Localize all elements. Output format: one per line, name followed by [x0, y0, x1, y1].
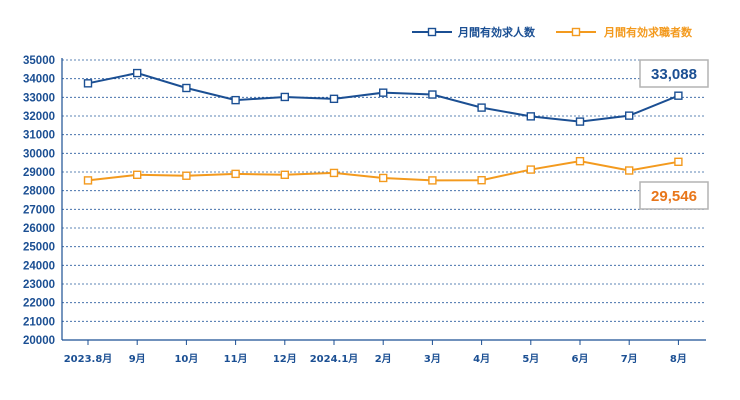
series-1-point — [526, 112, 535, 121]
y-tick-label: 30000 — [23, 148, 55, 160]
series-2-point — [625, 166, 634, 175]
series-2-point — [132, 170, 142, 180]
y-tick-label: 27000 — [23, 204, 55, 216]
callouts: 33,088 29,546 — [639, 59, 709, 210]
y-tick-label: 21000 — [23, 316, 55, 328]
y-tick-label: 22000 — [23, 298, 55, 310]
axes — [61, 58, 706, 345]
legend-marker-2 — [571, 27, 581, 37]
x-tick-labels: 2023.8月 9月 10月 11月 12月 2024.1月 2月 3月 4月 5月 6月 7月 8月 — [64, 353, 687, 365]
y-tick-label: 29000 — [23, 167, 55, 179]
series-1-point — [231, 95, 240, 105]
series-2-point — [575, 156, 585, 166]
grid-lines — [62, 59, 706, 322]
series-lines — [83, 68, 683, 185]
series-1-point — [132, 68, 142, 78]
y-tick-label: 31000 — [23, 130, 55, 142]
series-1-point — [674, 91, 683, 100]
callout-box-1 — [639, 59, 709, 88]
y-tick-label: 35000 — [23, 55, 55, 67]
x-tick-label: 2024.1月 — [310, 353, 359, 365]
series-2-point — [477, 176, 486, 185]
series-1-point — [625, 111, 634, 120]
series-1-point — [329, 94, 339, 104]
y-tick-label: 20000 — [23, 335, 55, 347]
x-tick-label: 7月 — [621, 353, 638, 365]
x-tick-label: 9月 — [129, 353, 146, 365]
series-2-point — [379, 173, 388, 183]
series-1-point — [477, 103, 486, 112]
series-2-point — [83, 176, 93, 185]
x-tick-label: 8月 — [670, 353, 687, 365]
x-tick-label: 4月 — [473, 353, 490, 365]
y-tick-label: 24000 — [23, 260, 55, 272]
y-tick-label: 33000 — [23, 92, 55, 104]
y-tick-labels: 20000 21000 22000 23000 24000 25000 26000 27000… — [23, 55, 55, 347]
y-tick-label: 26000 — [23, 223, 55, 235]
y-tick-label: 28000 — [23, 186, 55, 198]
callout-box-2 — [639, 181, 709, 210]
y-tick-label: 32000 — [23, 111, 55, 123]
series-1-point — [280, 92, 289, 102]
legend: 月間有効求人数 月間有効求職者数 — [412, 25, 693, 39]
series-1-point — [182, 83, 191, 93]
series-2-point — [329, 168, 339, 178]
x-tick-label: 3月 — [424, 353, 441, 365]
x-tick-label: 2023.8月 — [64, 353, 113, 365]
callout-value-1: 33,088 — [651, 66, 697, 83]
series-1-point — [428, 90, 437, 99]
series-2-point — [280, 170, 289, 180]
x-tick-label: 5月 — [522, 353, 539, 365]
legend-marker-1 — [427, 27, 437, 37]
series-2-point — [674, 157, 683, 167]
series-1-point — [83, 79, 93, 88]
series-1-point — [575, 117, 585, 126]
callout-value-2: 29,546 — [651, 188, 697, 205]
series-2-point — [182, 171, 191, 180]
x-tick-label: 10月 — [174, 353, 198, 365]
x-tick-label: 11月 — [224, 353, 248, 365]
legend-label-2: 月間有効求職者数 — [603, 25, 693, 39]
x-tick-label: 12月 — [273, 353, 297, 365]
series-2-point — [526, 165, 535, 174]
series-1-point — [379, 88, 388, 97]
legend-label-1: 月間有効求人数 — [457, 25, 536, 39]
y-tick-label: 23000 — [23, 279, 55, 291]
y-tick-label: 25000 — [23, 242, 55, 254]
series-2-point — [428, 176, 437, 185]
x-tick-label: 2月 — [375, 353, 392, 365]
x-tick-label: 6月 — [572, 353, 589, 365]
series-2-point — [231, 169, 240, 179]
y-tick-label: 34000 — [23, 74, 55, 86]
